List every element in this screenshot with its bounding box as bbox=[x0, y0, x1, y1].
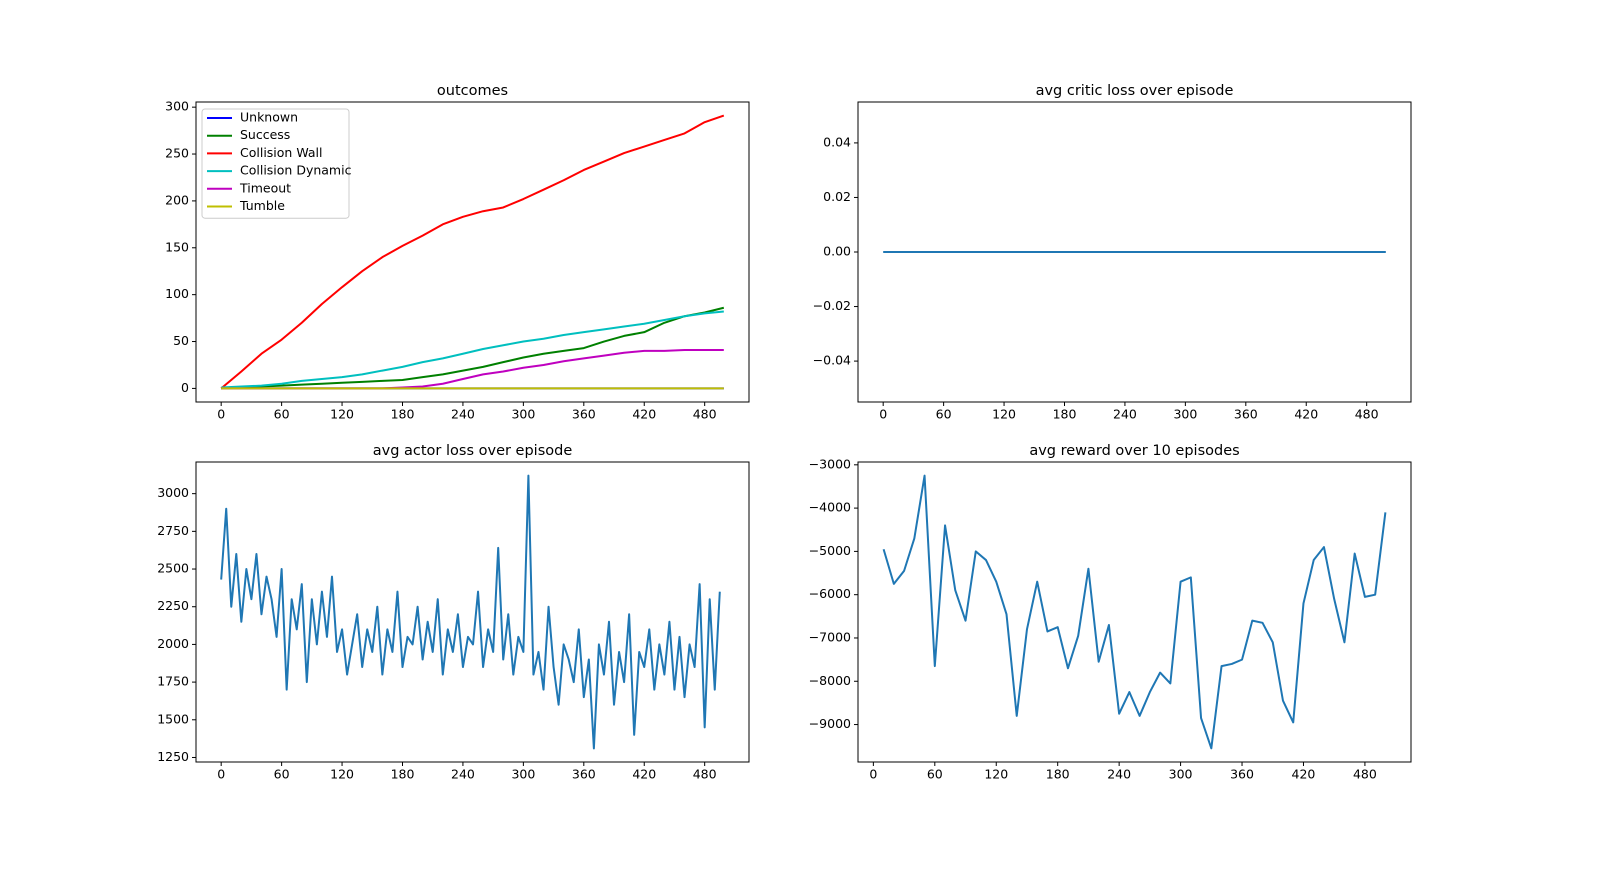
y-tick-label: 2000 bbox=[157, 636, 189, 651]
y-tick-label: −7000 bbox=[809, 629, 851, 644]
x-tick-label: 120 bbox=[330, 767, 354, 782]
y-tick-label: 250 bbox=[165, 146, 189, 161]
lines bbox=[220, 114, 725, 390]
x-tick-label: 240 bbox=[1113, 407, 1137, 422]
y-tick-label: 1250 bbox=[157, 749, 189, 764]
axes-frame bbox=[195, 461, 750, 763]
subplot-title: avg reward over 10 episodes bbox=[1029, 443, 1239, 459]
x-tick-label: 360 bbox=[572, 767, 596, 782]
y-tick-label: 150 bbox=[165, 239, 189, 254]
x-tick-label: 300 bbox=[1169, 767, 1193, 782]
x-tick-label: 180 bbox=[1046, 767, 1070, 782]
x-tick-label: 120 bbox=[984, 767, 1008, 782]
x-tick-label: 180 bbox=[1053, 407, 1077, 422]
y-tick-label: 0.02 bbox=[823, 189, 851, 204]
legend-label: Tumble bbox=[239, 198, 285, 213]
y-tick-label: −9000 bbox=[809, 716, 851, 731]
y-tick-label: 2500 bbox=[157, 561, 189, 576]
x-tick-label: 360 bbox=[1230, 767, 1254, 782]
x-tick-label: 420 bbox=[1294, 407, 1318, 422]
x-tick-label: 240 bbox=[1107, 767, 1131, 782]
y-tick-label: −8000 bbox=[809, 673, 851, 688]
x-tick-label: 180 bbox=[391, 407, 415, 422]
y-tick-label: 3000 bbox=[157, 485, 189, 500]
x-tick-label: 180 bbox=[391, 767, 415, 782]
y-tick-label: 0.04 bbox=[823, 134, 851, 149]
subplot: outcomes 0 60 120 180 240 300 360 420 480 0 50 100 15… bbox=[165, 83, 750, 422]
axes-frame bbox=[857, 461, 1412, 763]
x-tick-label: 480 bbox=[693, 407, 717, 422]
x-tick-label: 360 bbox=[1234, 407, 1258, 422]
y-tick-label: 1750 bbox=[157, 674, 189, 689]
y-tick-label: 2250 bbox=[157, 598, 189, 613]
data-line bbox=[221, 310, 724, 389]
x-tick-label: 0 bbox=[879, 407, 887, 422]
x-tick-label: 480 bbox=[693, 767, 717, 782]
x-tick-label: 300 bbox=[511, 407, 535, 422]
subplot: avg actor loss over episode 0 60 120 180 240 3… bbox=[157, 443, 750, 782]
data-line bbox=[220, 114, 725, 390]
x-tick-label: 240 bbox=[451, 407, 475, 422]
subplot: avg critic loss over episode 0 60 120 180 240… bbox=[813, 83, 1412, 422]
legend-label: Collision Dynamic bbox=[240, 163, 352, 178]
x-tick-label: 420 bbox=[632, 407, 656, 422]
x-tick-label: 420 bbox=[1292, 767, 1316, 782]
x-tick-label: 60 bbox=[274, 407, 290, 422]
x-tick-label: 120 bbox=[992, 407, 1016, 422]
y-tick-label: −5000 bbox=[809, 543, 851, 558]
x-tick-label: 120 bbox=[330, 407, 354, 422]
legend-label: Timeout bbox=[239, 180, 291, 195]
subplot-title: avg critic loss over episode bbox=[1036, 83, 1234, 99]
subplot-title: avg actor loss over episode bbox=[373, 443, 573, 459]
y-tick-label: −4000 bbox=[809, 500, 851, 515]
y-tick-label: −6000 bbox=[809, 586, 851, 601]
y-tick-label: 50 bbox=[173, 333, 189, 348]
x-tick-label: 480 bbox=[1353, 767, 1377, 782]
legend-label: Collision Wall bbox=[240, 145, 323, 160]
data-line bbox=[882, 474, 1387, 750]
y-tick-label: −0.02 bbox=[813, 298, 851, 313]
x-tick-label: 480 bbox=[1355, 407, 1379, 422]
x-tick-label: 300 bbox=[1173, 407, 1197, 422]
legend-label: Unknown bbox=[240, 110, 298, 125]
subplot: avg reward over 10 episodes 0 60 120 180 240 3… bbox=[809, 443, 1412, 782]
data-line bbox=[220, 474, 721, 750]
y-tick-label: −3000 bbox=[809, 456, 851, 471]
legend-label: Success bbox=[240, 127, 290, 142]
lines bbox=[220, 474, 721, 750]
data-line bbox=[221, 306, 725, 390]
lines bbox=[882, 474, 1387, 750]
y-tick-label: 100 bbox=[165, 286, 189, 301]
y-tick-label: 2750 bbox=[157, 523, 189, 538]
y-tick-label: −0.04 bbox=[813, 353, 851, 368]
x-tick-label: 60 bbox=[274, 767, 290, 782]
x-tick-label: 240 bbox=[451, 767, 475, 782]
x-tick-label: 0 bbox=[217, 407, 225, 422]
legend-box bbox=[201, 108, 350, 219]
x-tick-label: 420 bbox=[632, 767, 656, 782]
y-tick-label: 0.00 bbox=[823, 244, 851, 259]
x-tick-label: 60 bbox=[936, 407, 952, 422]
x-tick-label: 360 bbox=[572, 407, 596, 422]
y-tick-label: 0 bbox=[181, 380, 189, 395]
subplot-title: outcomes bbox=[437, 83, 508, 99]
y-tick-label: 1500 bbox=[157, 711, 189, 726]
x-tick-label: 300 bbox=[511, 767, 535, 782]
axes-frame bbox=[195, 101, 750, 403]
x-tick-label: 0 bbox=[869, 767, 877, 782]
x-tick-label: 60 bbox=[927, 767, 943, 782]
x-tick-label: 0 bbox=[217, 767, 225, 782]
y-tick-label: 200 bbox=[165, 192, 189, 207]
y-tick-label: 300 bbox=[165, 99, 189, 114]
axes-frame bbox=[857, 101, 1412, 403]
